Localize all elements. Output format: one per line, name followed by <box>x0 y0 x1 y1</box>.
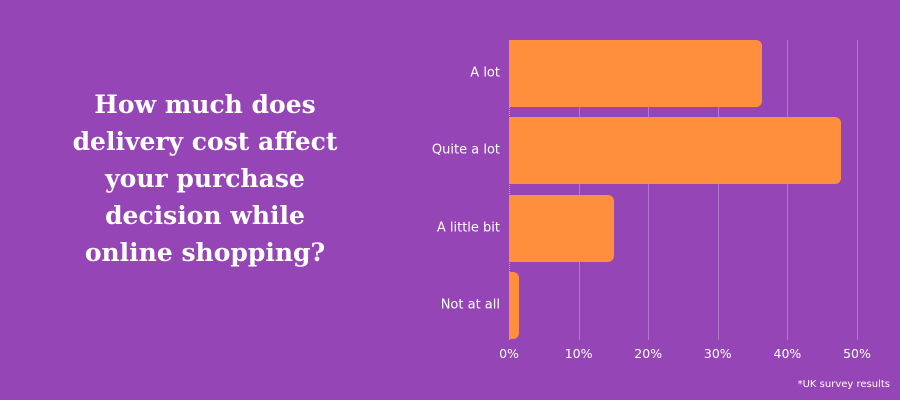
question-line: online shopping? <box>84 238 326 267</box>
bar <box>509 117 841 184</box>
category-label: Quite a lot <box>431 142 500 158</box>
question-line: decision while <box>105 201 305 230</box>
question-line: delivery cost affect <box>72 127 338 156</box>
y-axis-line <box>509 40 511 340</box>
x-tick-label: 0% <box>499 346 519 361</box>
gridline <box>648 40 650 340</box>
x-tick-label: 50% <box>843 346 871 361</box>
x-tick-label: 10% <box>564 346 593 361</box>
bar-chart-plot-area <box>509 40 869 340</box>
question-line: your purchase <box>105 164 305 193</box>
bar <box>509 195 615 262</box>
bar <box>509 40 762 107</box>
question-line: How much does <box>94 90 316 119</box>
x-tick-label: 30% <box>703 346 732 361</box>
gridline <box>578 40 580 340</box>
category-label: A lot <box>470 65 500 81</box>
category-label: A little bit <box>436 220 500 236</box>
category-label: Not at all <box>440 297 500 313</box>
footnote: *UK survey results <box>797 379 890 390</box>
x-tick-label: 40% <box>773 346 802 361</box>
x-tick-label: 20% <box>634 346 663 361</box>
gridline <box>787 40 789 340</box>
bar <box>509 272 519 339</box>
gridline <box>857 40 858 340</box>
chart-title-question: How much does delivery cost affect your … <box>40 86 370 271</box>
gridline <box>717 40 719 340</box>
